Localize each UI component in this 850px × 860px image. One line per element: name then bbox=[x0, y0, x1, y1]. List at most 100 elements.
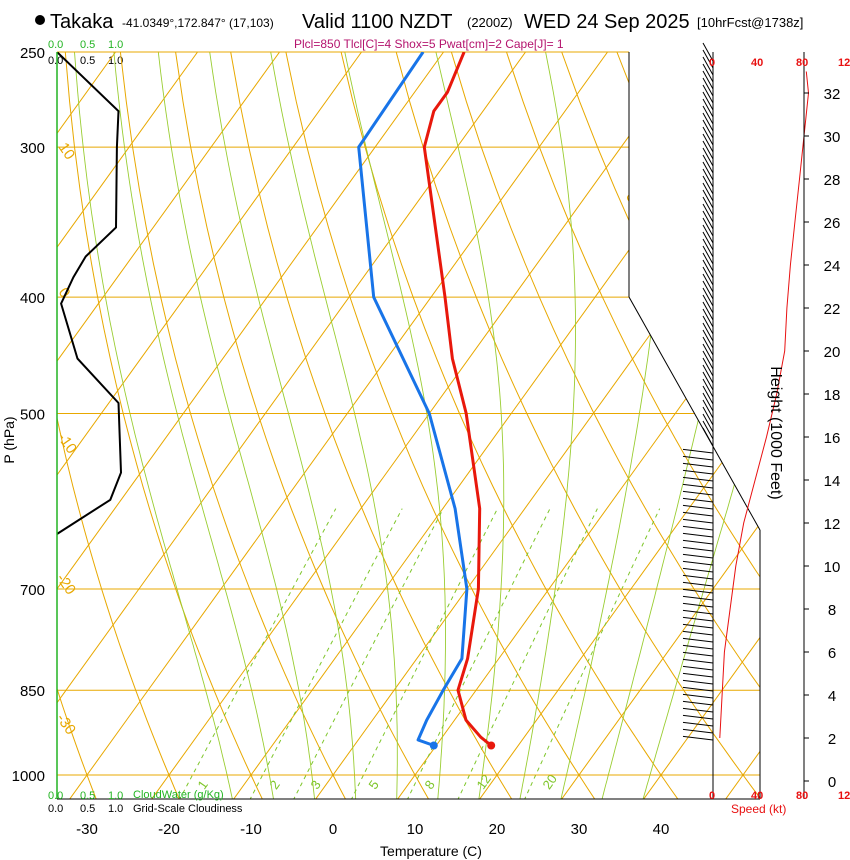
height-tick-label: 2 bbox=[828, 731, 836, 748]
height-axis-label: Height (1000 Feet) bbox=[767, 366, 784, 499]
valid-date: WED 24 Sep 2025 bbox=[524, 11, 690, 33]
header: Takaka -41.0349°,172.847° (17,103) Valid… bbox=[35, 11, 803, 51]
wind-barb bbox=[702, 105, 714, 125]
bottom-cloudwater-1: 0.5 bbox=[80, 790, 95, 802]
wind-barb bbox=[702, 84, 714, 104]
top-cloudiness-1: 0.5 bbox=[80, 55, 95, 67]
bottom-cloudwater-2: 1.0 bbox=[108, 790, 123, 802]
mixing-ratio-label: 5 bbox=[365, 777, 381, 792]
mixing-ratio-line bbox=[292, 508, 444, 799]
wind-barb bbox=[682, 462, 714, 468]
pressure-tick-label: 300 bbox=[20, 140, 45, 157]
wind-barb bbox=[682, 504, 714, 510]
wind-barb bbox=[682, 476, 714, 482]
wind-barb bbox=[682, 637, 714, 643]
isotherm-line bbox=[478, 52, 760, 799]
cloudiness-line bbox=[57, 52, 123, 535]
isotherm-line bbox=[57, 52, 280, 799]
wind-barb bbox=[702, 406, 714, 426]
temperature-tick-label: -10 bbox=[240, 821, 262, 838]
wind-barb bbox=[702, 273, 714, 293]
wind-barb bbox=[682, 511, 714, 517]
wind-barb bbox=[702, 427, 714, 447]
wind-barb bbox=[682, 574, 714, 580]
moist-adiabat-line bbox=[519, 52, 576, 799]
wind-barb bbox=[682, 721, 714, 727]
dry-adiabat-line bbox=[265, 52, 597, 799]
wind-barb bbox=[702, 364, 714, 384]
wind-barb bbox=[702, 343, 714, 363]
wind-barb bbox=[702, 315, 714, 335]
mixing-ratio-line bbox=[249, 508, 403, 799]
wind-barb bbox=[682, 469, 714, 475]
wind-barb bbox=[682, 483, 714, 489]
wind-barb bbox=[702, 350, 714, 370]
temperature-tick-label: 20 bbox=[489, 821, 506, 838]
wind-barb bbox=[682, 700, 714, 706]
wind-barb bbox=[702, 140, 714, 160]
wind-barb bbox=[702, 70, 714, 90]
wind-barb bbox=[682, 623, 714, 629]
wind-barb bbox=[702, 238, 714, 258]
speed-top-80: 80 bbox=[796, 57, 808, 69]
wind-barb bbox=[702, 112, 714, 132]
wind-barb bbox=[682, 602, 714, 608]
pressure-tick-label: 500 bbox=[20, 407, 45, 424]
dry-adiabat-line bbox=[472, 52, 760, 799]
wind-barb bbox=[702, 196, 714, 216]
wind-barb bbox=[702, 357, 714, 377]
cloudiness-label: Grid-Scale Cloudiness bbox=[133, 803, 243, 815]
moist-adiabat-line bbox=[335, 52, 446, 799]
wind-barb bbox=[682, 707, 714, 713]
station-name: Takaka bbox=[50, 11, 114, 33]
bottom-scales: 0.0 0.5 1.0 CloudWater (g/Kg) 0.0 0.5 1.… bbox=[48, 789, 243, 815]
mixing-ratio-label: 12 bbox=[473, 772, 494, 792]
moist-adiabat-line bbox=[425, 52, 505, 799]
bottom-cloudwater-0: 0.0 bbox=[48, 790, 63, 802]
wind-barb bbox=[702, 294, 714, 314]
height-tick-label: 0 bbox=[828, 774, 836, 791]
height-tick-label: 8 bbox=[828, 602, 836, 619]
wind-barb bbox=[702, 399, 714, 419]
mixing-ratio-label: 20 bbox=[539, 772, 560, 792]
wind-barb bbox=[682, 595, 714, 601]
temperature-line bbox=[422, 52, 493, 747]
wind-barb bbox=[702, 252, 714, 272]
wind-barb bbox=[702, 210, 714, 230]
dewpoint-surface-marker bbox=[429, 741, 438, 750]
isotherm-label: 0 bbox=[624, 191, 641, 210]
height-tick-label: 6 bbox=[828, 645, 836, 662]
temperature-tick-label: 30 bbox=[571, 821, 588, 838]
wind-barb bbox=[682, 665, 714, 671]
wind-barb bbox=[702, 168, 714, 188]
wind-barb bbox=[702, 119, 714, 139]
valid-time: Valid 1100 NZDT bbox=[302, 11, 452, 33]
isotherm-line bbox=[57, 52, 526, 799]
wind-barb bbox=[702, 413, 714, 433]
moist-adiabat-line bbox=[642, 52, 760, 799]
height-tick-label: 4 bbox=[828, 688, 836, 705]
moist-adiabat-line bbox=[153, 52, 316, 799]
wind-barb bbox=[682, 490, 714, 496]
top-cloudwater-1: 0.5 bbox=[80, 39, 95, 51]
isotherm-line bbox=[396, 52, 760, 799]
height-tick-label: 14 bbox=[824, 473, 841, 490]
wind-barb bbox=[682, 686, 714, 692]
wind-barb bbox=[702, 63, 714, 83]
mixing-ratio-line bbox=[350, 508, 498, 799]
moist-adiabat-line bbox=[109, 52, 275, 799]
dry-adiabat-line bbox=[317, 52, 680, 799]
wind-barb bbox=[702, 175, 714, 195]
wind-barb bbox=[682, 567, 714, 573]
speed-bottom-80: 80 bbox=[796, 790, 808, 802]
dry-adiabat-line bbox=[628, 52, 760, 799]
isotherm-line bbox=[642, 52, 760, 799]
mixing-ratio-line bbox=[406, 508, 551, 799]
temperature-tick-label: -20 bbox=[158, 821, 180, 838]
wind-barb bbox=[682, 525, 714, 531]
mixing-ratio-line bbox=[523, 508, 661, 799]
frame-diagonal bbox=[628, 296, 761, 531]
dry-adiabat-line bbox=[57, 52, 181, 799]
mixing-ratio-label: 8 bbox=[421, 777, 437, 792]
pressure-tick-label: 1000 bbox=[12, 768, 45, 785]
